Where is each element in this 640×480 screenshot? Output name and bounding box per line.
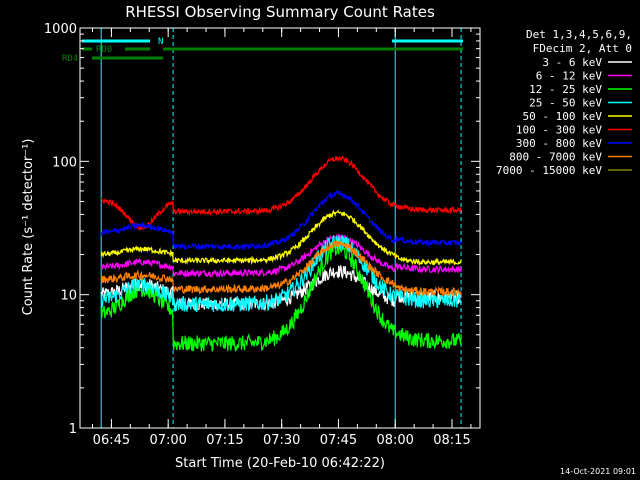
y-axis-ticks: 1 10 100 1000 (44, 22, 480, 437)
legend-label: 300 - 800 keV (516, 137, 602, 150)
flag-label-rd4: RD4 (62, 54, 78, 64)
series-line-5 (100, 155, 462, 231)
y-tick-label: 100 (52, 155, 77, 170)
boundary-lines (100, 28, 462, 428)
series-line-1 (100, 233, 462, 279)
timestamp: 14-Oct-2021 09:01 (560, 467, 636, 476)
x-tick-label: 08:00 (376, 433, 413, 448)
x-axis-ticks: 06:45 07:00 07:15 07:30 07:45 08:00 08:15 (91, 28, 472, 448)
legend-header-2: FDecim 2, Att 0 (533, 42, 632, 55)
plot-frame (79, 27, 481, 429)
legend-label: 50 - 100 keV (523, 110, 603, 123)
series-lines (100, 155, 462, 352)
legend-label: 7000 - 15000 keV (496, 164, 602, 177)
x-tick-label: 07:15 (206, 433, 243, 448)
y-axis-label: Count Rate (s⁻¹ detector⁻¹) (21, 139, 36, 316)
series-line-7 (100, 239, 462, 298)
x-tick-label: 08:15 (433, 433, 470, 448)
x-tick-label: 07:45 (320, 433, 357, 448)
flag-bars: N RD0 RD4 (62, 37, 463, 64)
legend-header-1: Det 1,3,4,5,6,9, (526, 28, 632, 41)
flag-label-n: N (158, 37, 163, 47)
series-line-6 (100, 189, 462, 252)
x-axis-label: Start Time (20-Feb-10 06:42:22) (175, 456, 385, 471)
y-tick-label: 1000 (44, 22, 77, 37)
legend-label: 25 - 50 keV (529, 97, 602, 110)
legend-label: 12 - 25 keV (529, 83, 602, 96)
legend: Det 1,3,4,5,6,9,FDecim 2, Att 03 - 6 keV… (496, 28, 632, 177)
legend-label: 6 - 12 keV (536, 70, 603, 83)
series-line-4 (100, 209, 462, 267)
x-tick-label: 07:30 (263, 433, 300, 448)
x-tick-label: 07:00 (149, 433, 186, 448)
legend-label: 800 - 7000 keV (509, 151, 602, 164)
x-tick-label: 06:45 (93, 433, 130, 448)
series-line-3 (100, 235, 462, 313)
y-tick-label: 10 (60, 289, 77, 304)
legend-label: 3 - 6 keV (542, 56, 602, 69)
chart-title: RHESSI Observing Summary Count Rates (125, 3, 435, 21)
flag-label-rd0: RD0 (96, 45, 112, 55)
y-tick-label: 1 (69, 422, 77, 437)
legend-label: 100 - 300 keV (516, 124, 602, 137)
